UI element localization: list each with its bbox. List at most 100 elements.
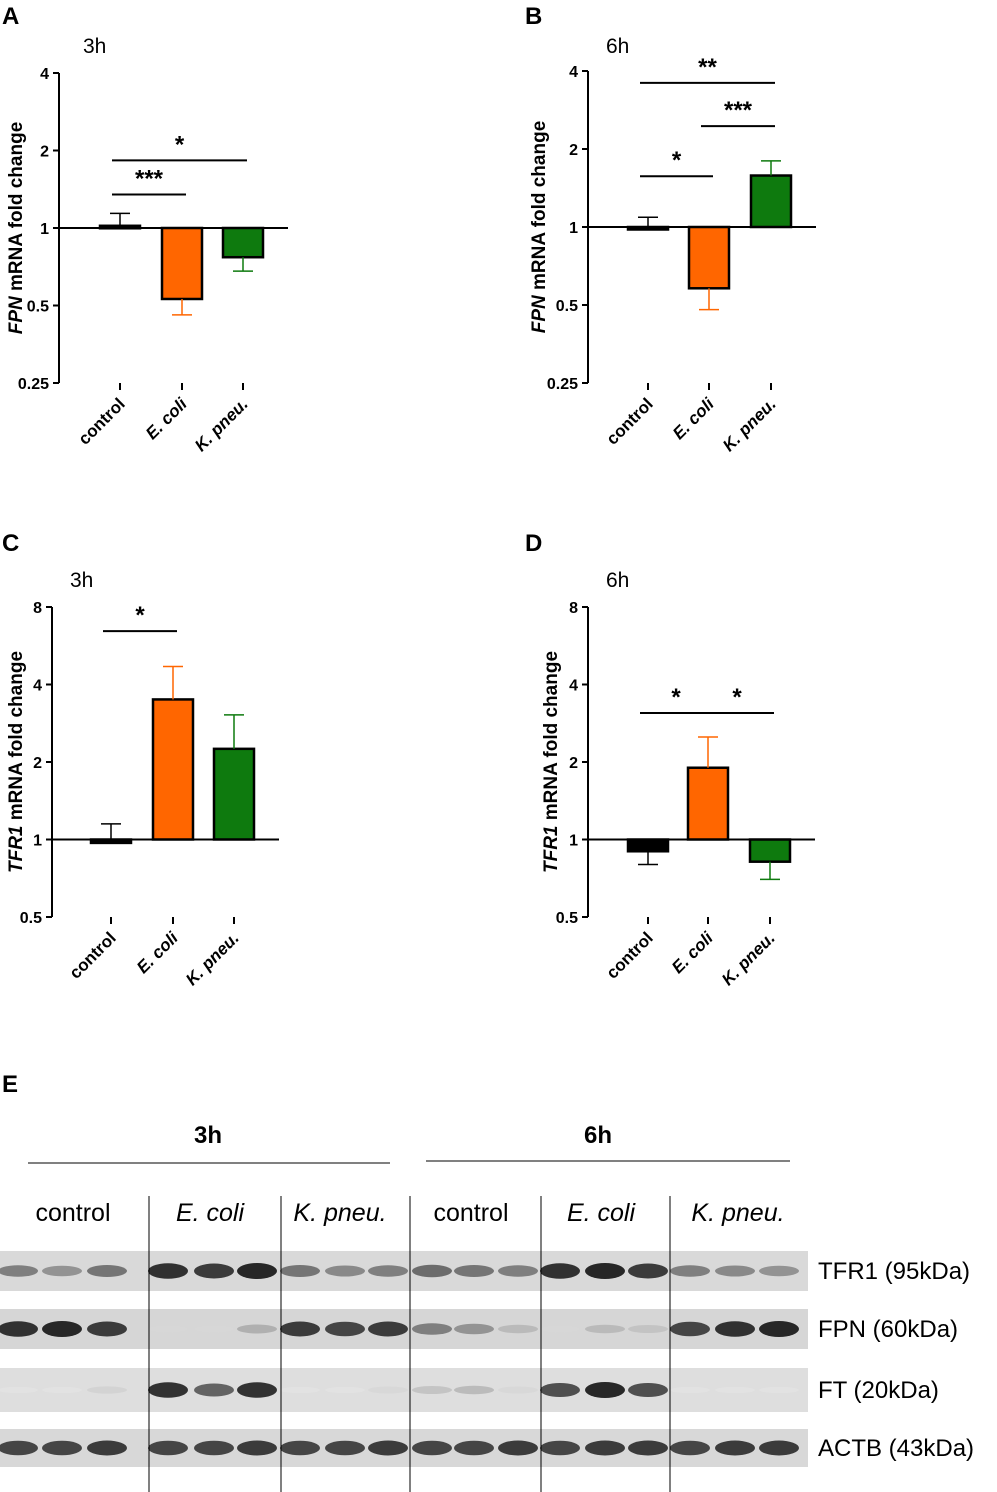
lane-dividers — [148, 1196, 671, 1492]
significance-label: *** — [135, 165, 164, 192]
bar-d-0 — [626, 838, 670, 853]
blot-band — [540, 1383, 580, 1397]
blot-band — [368, 1386, 408, 1394]
blot-band — [237, 1440, 277, 1456]
blot-band — [0, 1321, 38, 1337]
y-tick-label: 2 — [569, 142, 578, 159]
blot-band — [498, 1386, 538, 1394]
blot-band — [454, 1265, 494, 1277]
y-axis-label: FPN mRNA fold change — [529, 121, 550, 334]
blot-band — [628, 1263, 668, 1279]
blot-label: FT (20kDa) — [818, 1377, 939, 1404]
blot-band — [148, 1382, 188, 1398]
y-tick-label: 0.25 — [547, 376, 578, 393]
bar-a-2 — [221, 226, 265, 259]
lane-group-label: K. pneu. — [293, 1199, 386, 1227]
blot-band — [585, 1324, 625, 1334]
blot-band — [87, 1321, 127, 1337]
bar-d-2 — [748, 838, 792, 863]
lane-group-label: E. coli — [176, 1199, 246, 1227]
blot-band — [412, 1323, 452, 1335]
panel-title-d: 6h — [606, 569, 629, 592]
significance-label: * — [135, 602, 145, 629]
blot-label: ACTB (43kDa) — [818, 1435, 974, 1462]
blot-strips: TFR1 (95kDa) FPN (60kDa) FT (20kDa) ACTB (4… — [0, 1251, 974, 1467]
blot-band — [498, 1440, 538, 1456]
blot-band — [498, 1265, 538, 1277]
blot-band — [325, 1440, 365, 1456]
blot-band — [42, 1321, 82, 1337]
panel-e-western-blot: E 3h 6h control E. coli K. pneu. control E. … — [0, 1071, 974, 1492]
blot-band — [0, 1265, 38, 1277]
blot-band — [148, 1263, 188, 1279]
blot-band — [759, 1265, 799, 1277]
blot-band — [585, 1440, 625, 1456]
significance-label: * — [671, 684, 681, 711]
blot-band — [412, 1440, 452, 1456]
y-tick-label: 4 — [40, 66, 49, 83]
x-category-label: K. pneu. — [191, 394, 252, 455]
blot-band — [670, 1440, 710, 1456]
blot-band — [42, 1265, 82, 1277]
x-category-label: E. coli — [669, 393, 719, 443]
blot-band — [368, 1440, 408, 1456]
x-category-label: E. coli — [142, 393, 192, 443]
y-tick-label: 1 — [40, 221, 49, 238]
blot-band — [87, 1265, 127, 1277]
bar-a-1 — [160, 226, 204, 301]
lane-group-label: control — [433, 1199, 508, 1227]
blot-band — [759, 1386, 799, 1394]
blot-band — [194, 1440, 234, 1456]
y-axis-label: TFR1 mRNA fold change — [541, 651, 562, 873]
blot-band — [325, 1321, 365, 1337]
time-label-3h: 3h — [194, 1122, 222, 1149]
blot-band — [454, 1385, 494, 1395]
panel-title-b: 6h — [606, 35, 629, 58]
blot-band — [670, 1386, 710, 1394]
x-category-label: K. pneu. — [182, 928, 243, 989]
blot-band — [368, 1321, 408, 1337]
y-tick-label: 2 — [569, 755, 578, 772]
y-tick-label: 0.5 — [27, 299, 49, 316]
panel-letter-e: E — [2, 1071, 18, 1098]
y-tick-label: 0.5 — [20, 910, 42, 927]
x-category-label: control — [603, 394, 657, 448]
y-tick-label: 2 — [33, 755, 42, 772]
bar-c-2 — [212, 747, 256, 841]
x-category-label: K. pneu. — [718, 928, 779, 989]
blot-band — [715, 1265, 755, 1277]
panel-c-tfr1-3h: C 3h 8 4 2 1 0.5 TFR1 mRNA fold change control E.… — [2, 530, 279, 989]
blot-band — [194, 1263, 234, 1279]
x-category-label: E. coli — [668, 927, 718, 977]
y-tick-label: 1 — [569, 833, 578, 850]
blot-band — [540, 1325, 580, 1333]
blot-band — [148, 1440, 188, 1456]
bar-d-1 — [686, 766, 730, 841]
panel-title-c: 3h — [70, 569, 93, 592]
panel-d-tfr1-6h: D 6h 8 4 2 1 0.5 TFR1 mRNA fold change control E.… — [525, 530, 815, 989]
blot-band — [42, 1386, 82, 1394]
y-axis-label: TFR1 mRNA fold change — [6, 651, 27, 873]
y-tick-label: 0.5 — [556, 298, 578, 315]
x-category-label: control — [75, 394, 129, 448]
blot-band — [715, 1386, 755, 1394]
significance-label: * — [732, 684, 742, 711]
panel-b-fpn-6h: B 6h 4 2 1 0.5 0.25 FPN mRNA fold change control… — [525, 3, 816, 455]
blot-band — [194, 1325, 234, 1333]
blot-band — [87, 1386, 127, 1394]
y-axis-label: FPN mRNA fold change — [6, 122, 27, 335]
blot-band — [759, 1440, 799, 1456]
y-tick-label: 1 — [33, 833, 42, 850]
blot-band — [540, 1263, 580, 1279]
blot-band — [585, 1382, 625, 1398]
significance-label: * — [672, 147, 682, 174]
blot-band — [412, 1386, 452, 1394]
y-tick-label: 4 — [569, 64, 578, 81]
x-category-label: E. coli — [133, 927, 183, 977]
blot-band — [325, 1265, 365, 1277]
y-tick-label: 8 — [33, 600, 42, 617]
blot-band — [42, 1440, 82, 1456]
y-tick-label: 0.5 — [556, 910, 578, 927]
lane-group-labels: control E. coli K. pneu. control E. coli K. p… — [35, 1199, 784, 1227]
